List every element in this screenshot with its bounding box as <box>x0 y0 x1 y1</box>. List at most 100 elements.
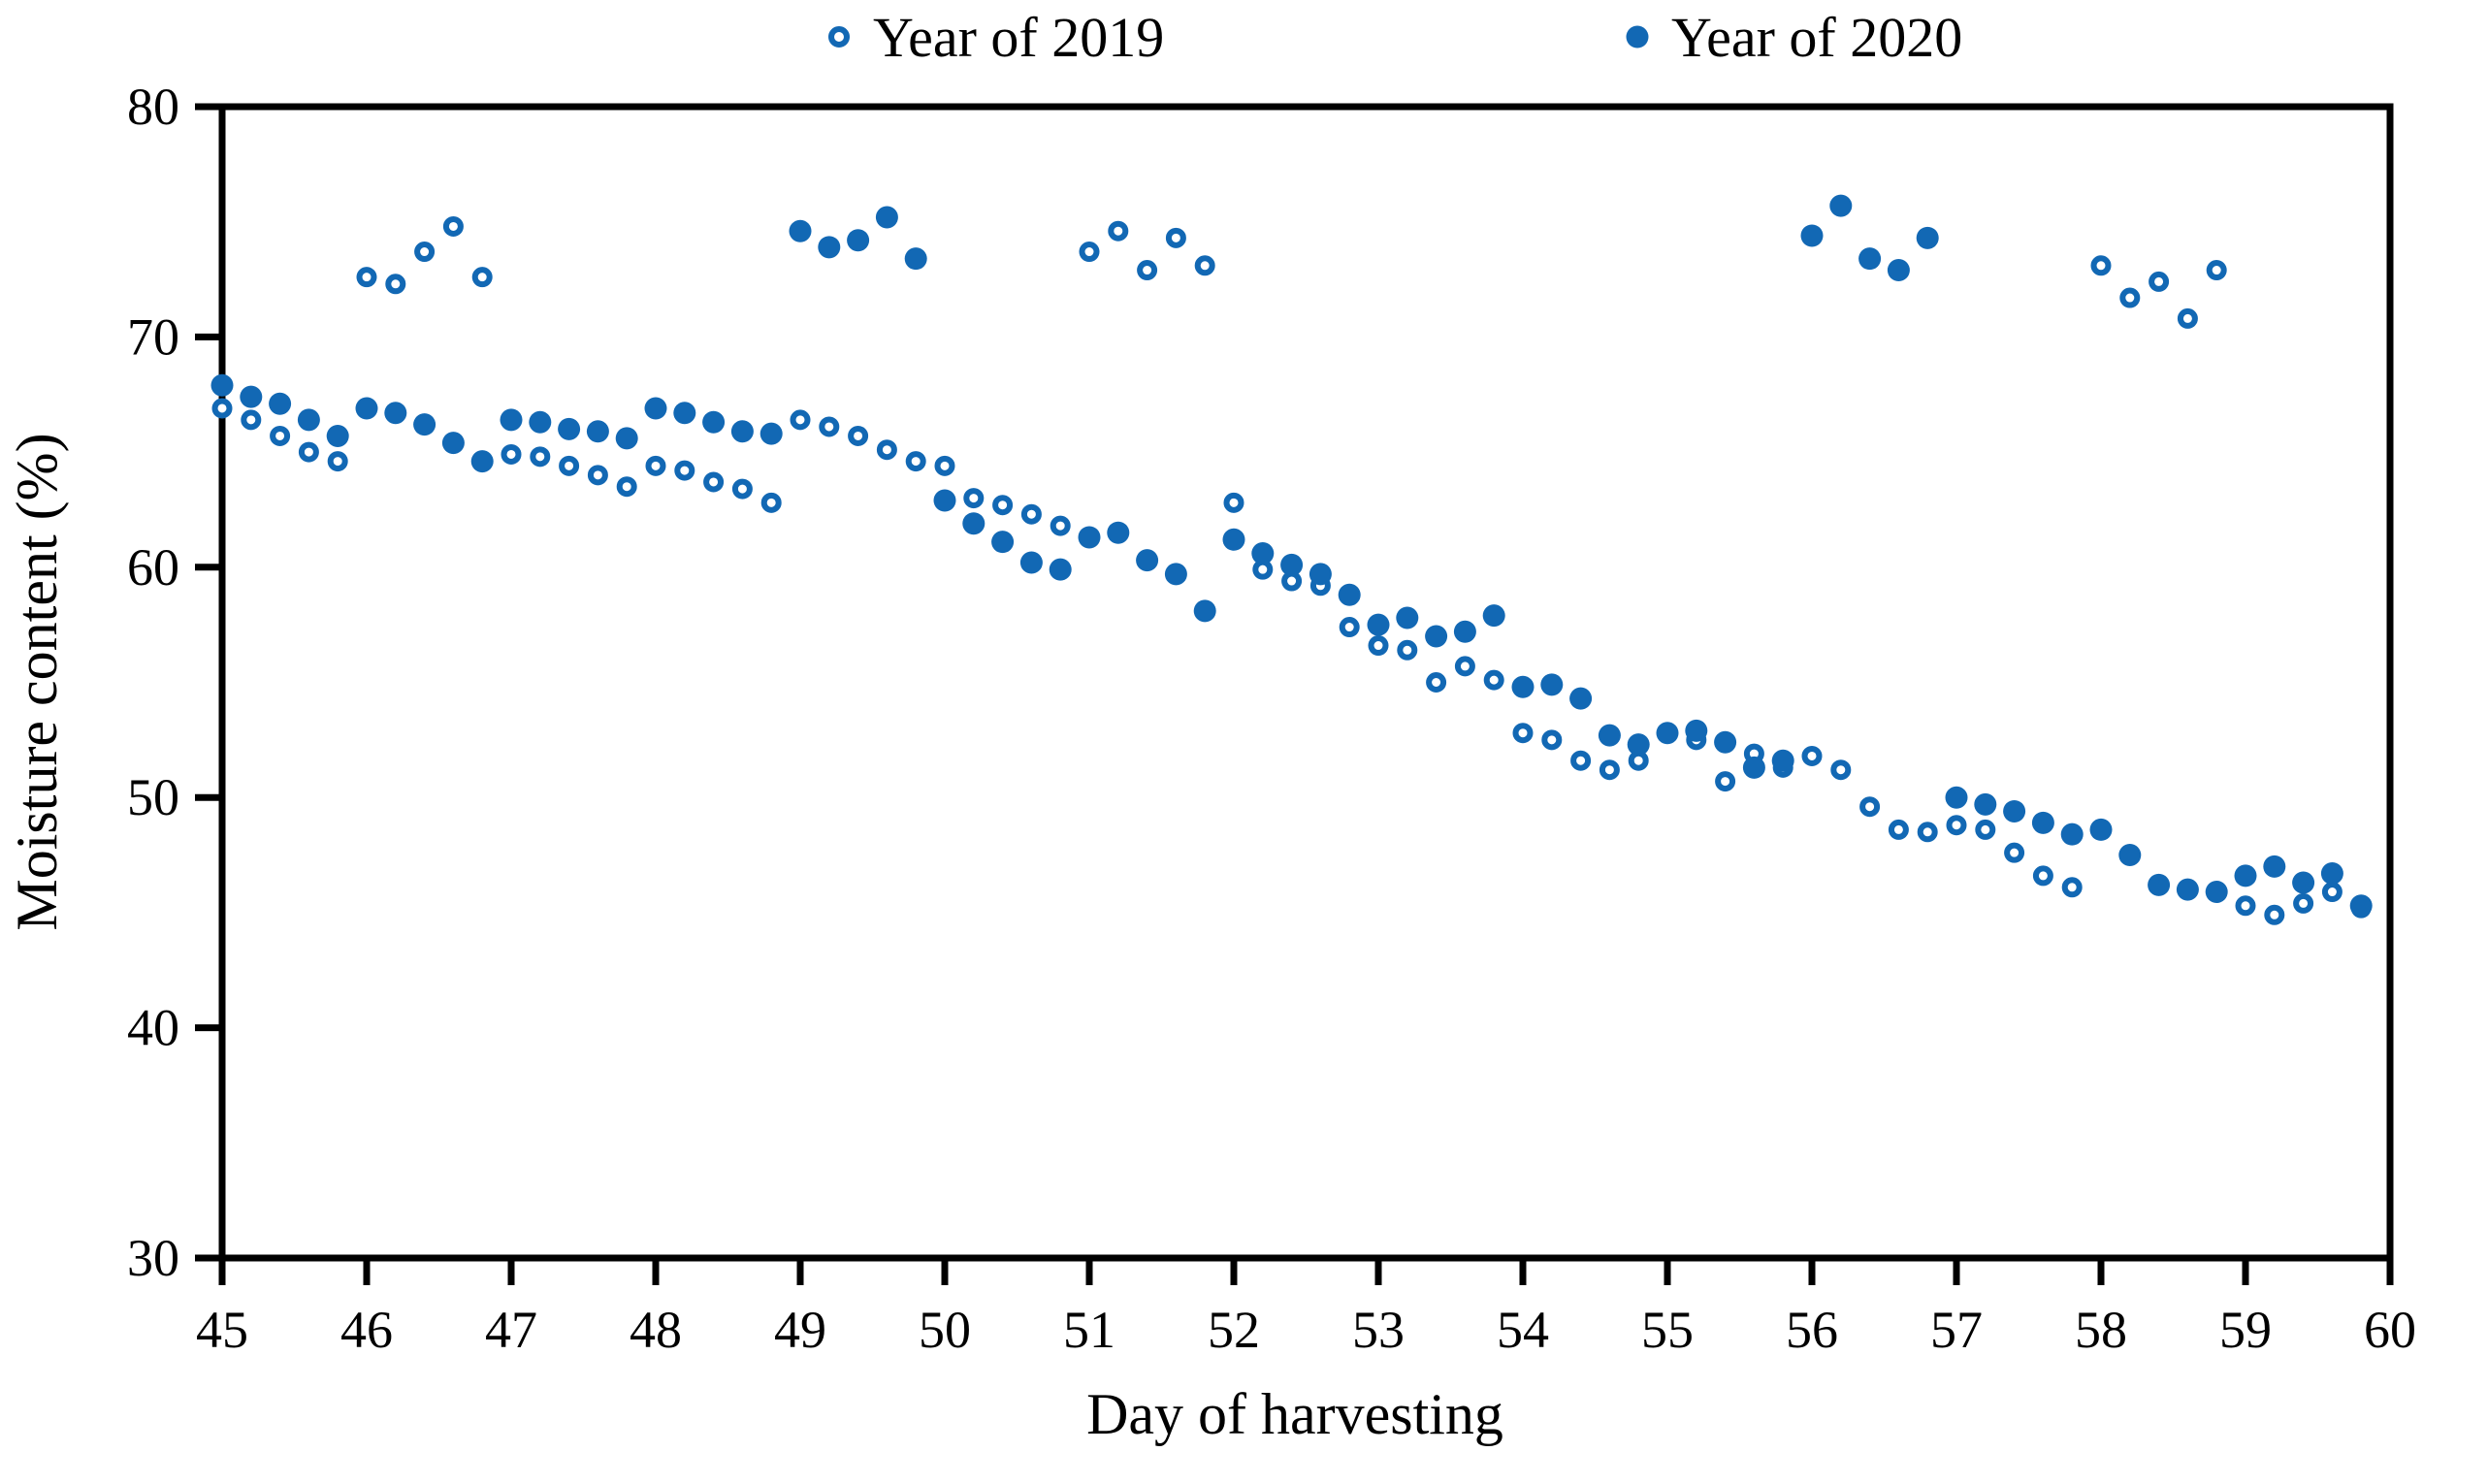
data-point-2020 <box>384 402 407 425</box>
data-point-2019 <box>2119 287 2141 308</box>
data-point-2019 <box>1194 255 1215 276</box>
data-point-2020 <box>1569 687 1593 710</box>
data-point-2020 <box>297 408 320 432</box>
data-point-2019 <box>1165 227 1186 248</box>
data-point-2019 <box>501 443 522 465</box>
data-point-2019 <box>2235 895 2256 917</box>
y-tick-label: 30 <box>127 1229 179 1287</box>
data-point-2020 <box>1742 756 1765 779</box>
data-point-2019 <box>2149 271 2170 292</box>
data-point-2020 <box>991 531 1015 554</box>
data-point-2019 <box>356 267 377 288</box>
data-point-2019 <box>1483 669 1504 691</box>
legend: Year of 2019 Year of 2020 <box>828 6 1962 69</box>
data-point-2019 <box>963 488 985 509</box>
data-point-2019 <box>1541 729 1563 751</box>
y-tick-label: 80 <box>127 78 179 136</box>
data-point-2020 <box>2118 844 2142 867</box>
x-tick-label: 59 <box>2219 1301 2272 1359</box>
data-point-2020 <box>1627 733 1650 757</box>
data-point-2020 <box>240 385 263 408</box>
y-axis-title: Moisture content (%) <box>5 433 69 930</box>
legend-label-2020: Year of 2020 <box>1671 6 1962 69</box>
data-point-2020 <box>558 417 581 440</box>
x-tick-label: 60 <box>2364 1301 2416 1359</box>
x-tick-label: 51 <box>1063 1301 1115 1359</box>
data-point-2020 <box>210 373 234 397</box>
data-point-2020 <box>847 229 870 252</box>
data-point-2020 <box>586 420 609 443</box>
data-point-2019 <box>442 215 464 237</box>
data-point-2020 <box>2205 881 2228 904</box>
x-tick-label: 48 <box>630 1301 682 1359</box>
data-point-2019 <box>2090 255 2112 276</box>
data-point-2020 <box>1453 620 1476 643</box>
data-point-2019 <box>530 446 551 468</box>
data-point-2020 <box>1714 730 1737 754</box>
data-point-2019 <box>1917 822 1938 843</box>
data-point-2019 <box>385 274 406 295</box>
data-point-2019 <box>1137 260 1158 281</box>
data-point-2019 <box>2177 307 2198 329</box>
data-point-2020 <box>1858 247 1882 271</box>
data-point-2020 <box>2060 823 2084 846</box>
y-tick-label: 60 <box>127 538 179 597</box>
data-point-2019 <box>1108 220 1129 242</box>
data-point-2020 <box>1800 224 1824 247</box>
data-point-2020 <box>355 397 378 420</box>
data-point-2020 <box>1309 563 1332 586</box>
data-point-2019 <box>1975 819 1996 840</box>
data-point-2020 <box>730 420 754 443</box>
data-point-2019 <box>1801 745 1823 766</box>
x-tick-label: 45 <box>196 1301 248 1359</box>
data-point-2020 <box>326 424 349 447</box>
data-point-2019 <box>1368 635 1389 657</box>
data-point-2020 <box>615 427 638 450</box>
data-point-2020 <box>962 512 986 535</box>
data-point-2019 <box>934 455 955 476</box>
y-axis-ticks <box>195 103 222 1262</box>
data-point-2020 <box>1685 719 1708 742</box>
data-point-2019 <box>731 478 753 500</box>
data-point-2019 <box>848 425 869 446</box>
data-point-2020 <box>1396 606 1419 629</box>
data-point-2019 <box>1079 242 1100 263</box>
y-tick-label: 40 <box>127 999 179 1057</box>
data-point-2019 <box>790 409 811 431</box>
data-point-2020 <box>269 392 292 415</box>
data-point-2020 <box>759 422 783 445</box>
x-tick-label: 56 <box>1786 1301 1838 1359</box>
legend-item-2020: Year of 2020 <box>1626 6 1962 69</box>
x-tick-label: 46 <box>340 1301 393 1359</box>
data-point-2019 <box>876 439 897 461</box>
data-point-2019 <box>1454 656 1475 677</box>
filled-circle-icon <box>1626 25 1649 48</box>
x-axis-tick-labels: 45 46 47 48 49 50 51 52 53 54 55 56 57 58 59 60 <box>196 1301 2416 1359</box>
data-point-2020 <box>1078 526 1101 549</box>
data-point-2020 <box>413 413 436 436</box>
data-point-2020 <box>1916 226 1939 249</box>
data-point-2019 <box>1426 672 1447 693</box>
data-point-2020 <box>2031 811 2054 834</box>
data-point-2019 <box>1512 723 1534 744</box>
plot-frame <box>218 103 2394 1262</box>
x-tick-label: 52 <box>1208 1301 1260 1359</box>
data-point-2019 <box>2206 260 2227 281</box>
data-point-2020 <box>1771 749 1794 772</box>
data-point-2019 <box>1888 819 1909 840</box>
data-point-2020 <box>2003 799 2026 823</box>
data-point-2020 <box>1251 542 1275 565</box>
data-point-2019 <box>2321 882 2343 903</box>
x-tick-label: 54 <box>1497 1301 1549 1359</box>
data-point-2020 <box>470 450 494 473</box>
data-point-2019 <box>1397 639 1418 661</box>
data-point-2020 <box>1511 675 1535 698</box>
data-point-2019 <box>1715 771 1736 792</box>
data-point-2020 <box>702 410 726 434</box>
data-point-2020 <box>933 489 956 512</box>
data-point-2019 <box>2061 877 2083 898</box>
x-tick-label: 47 <box>485 1301 537 1359</box>
data-point-2020 <box>818 236 841 259</box>
